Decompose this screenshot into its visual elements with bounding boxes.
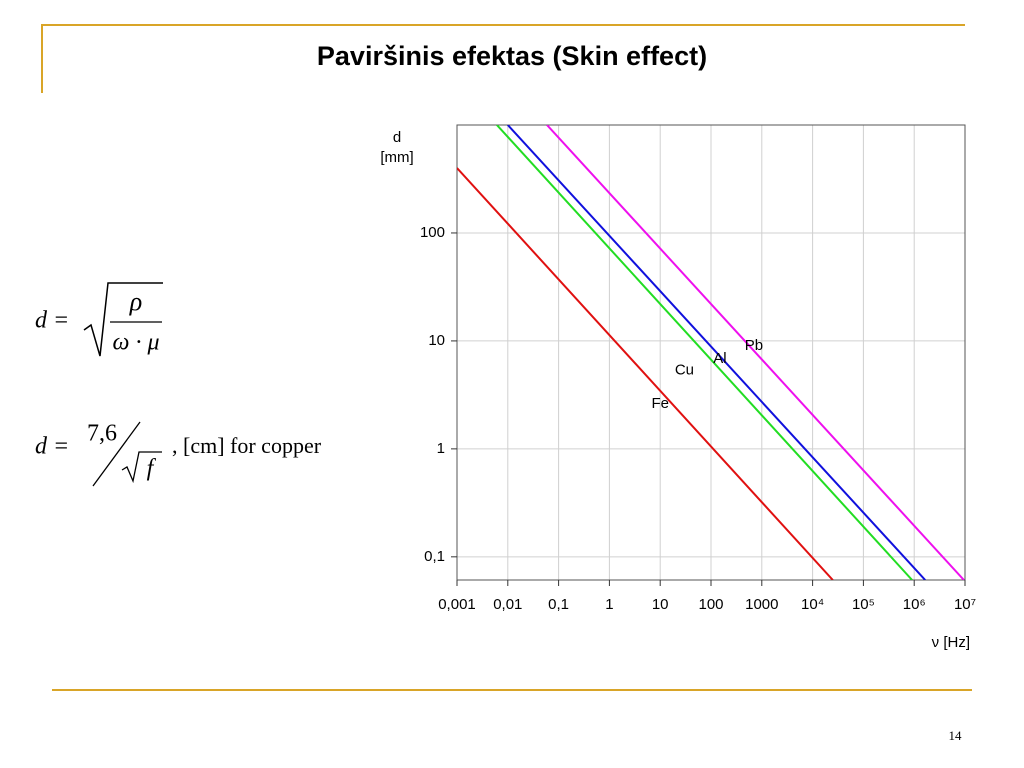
- y-tick-label: 1: [437, 440, 445, 457]
- y-tick-label: 100: [420, 224, 445, 241]
- x-tick-label: 10⁴: [801, 596, 824, 613]
- x-tick-label: 1000: [745, 596, 778, 613]
- frame-line: [41, 24, 965, 93]
- x-tick-label: 10⁵: [852, 596, 875, 613]
- x-tick-label: 100: [698, 596, 723, 613]
- formula-suffix: , [cm] for copper: [172, 433, 322, 458]
- page-number: 14: [949, 728, 963, 743]
- x-tick-label: 1: [605, 596, 613, 613]
- x-tick-label: 10⁶: [903, 596, 926, 613]
- fraction-slash: [92, 421, 141, 487]
- sqrt-sign: [83, 282, 163, 357]
- slide-title: Paviršinis efektas (Skin effect): [317, 41, 707, 71]
- series-label: Cu: [675, 362, 694, 379]
- x-axis-label: ν [Hz]: [932, 634, 970, 651]
- formula-numerator: ρ: [129, 287, 142, 316]
- formula-2: d = 7,6 f , [cm] for copper: [35, 421, 322, 487]
- y-tick-label: 10: [428, 332, 445, 349]
- data-line: [546, 125, 965, 580]
- series-label: Pb: [745, 337, 763, 354]
- x-tick-label: 10: [652, 596, 669, 613]
- series-label: Fe: [651, 395, 669, 412]
- grid: [456, 125, 966, 580]
- formula-lhs: d =: [35, 434, 69, 460]
- formula-denominator: ω · μ: [113, 330, 160, 356]
- y-axis-label: d: [393, 129, 401, 146]
- x-tick-label: 10⁷: [954, 596, 976, 613]
- formula-lhs: d =: [35, 308, 69, 334]
- y-axis-label: [mm]: [380, 149, 413, 166]
- data-line: [457, 167, 834, 580]
- data-line: [496, 125, 913, 580]
- x-tick-label: 0,001: [438, 596, 476, 613]
- sqrt-sign: [121, 451, 162, 484]
- data-line: [507, 125, 926, 580]
- series-label: Al: [713, 350, 726, 367]
- formula-1: d = ρ ω · μ: [35, 282, 163, 357]
- x-tick-label: 0,01: [493, 596, 522, 613]
- formula-numerator: 7,6: [87, 421, 117, 447]
- formula-denominator: f: [147, 456, 157, 482]
- y-tick-label: 0,1: [424, 548, 445, 565]
- x-tick-label: 0,1: [548, 596, 569, 613]
